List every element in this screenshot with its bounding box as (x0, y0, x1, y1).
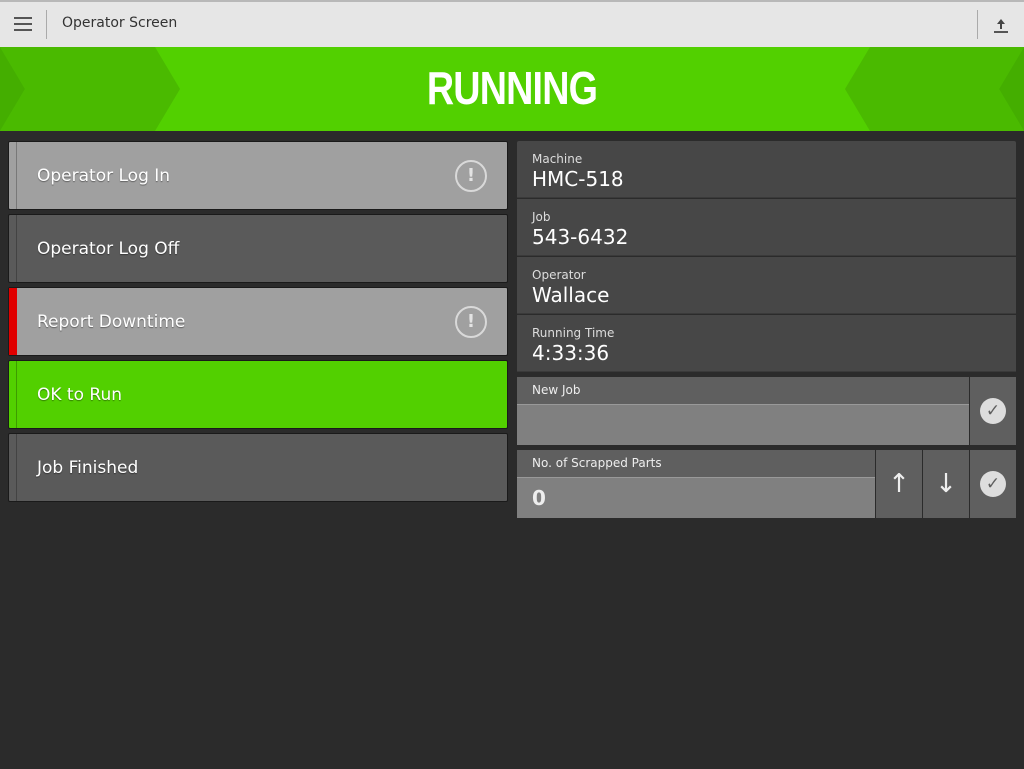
info-value: Wallace (532, 283, 610, 307)
button-label: Operator Log Off (37, 239, 180, 259)
info-value: HMC-518 (532, 167, 624, 191)
machine-status: RUNNING (426, 62, 598, 114)
operator-info: Operator Wallace (517, 257, 1016, 314)
running-time-info: Running Time 4:33:36 (517, 315, 1016, 372)
submit-scrapped-button[interactable]: ✓ (970, 450, 1016, 518)
divider (977, 10, 978, 39)
chevron-decoration (0, 47, 1024, 131)
stripe (16, 142, 17, 209)
warning-icon: ! (455, 306, 487, 338)
operator-log-off-button[interactable]: Operator Log Off (8, 214, 508, 283)
info-value: 4:33:36 (532, 341, 610, 365)
report-downtime-button[interactable]: Report Downtime ! (8, 287, 508, 356)
downtime-marker (9, 288, 17, 355)
scrapped-parts-field: No. of Scrapped Parts 0 (517, 450, 875, 518)
field-label: No. of Scrapped Parts (532, 456, 662, 470)
decrement-button[interactable]: ↓ (923, 450, 969, 518)
status-banner: RUNNING (0, 47, 1024, 131)
divider (46, 10, 47, 39)
info-label: Job (532, 210, 551, 224)
upload-icon[interactable] (992, 16, 1010, 34)
button-label: Operator Log In (37, 166, 171, 186)
arrow-down-icon: ↓ (935, 469, 957, 499)
hamburger-icon[interactable] (14, 17, 32, 31)
machine-info: Machine HMC-518 (517, 141, 1016, 198)
stripe (16, 361, 17, 428)
submit-new-job-button[interactable]: ✓ (970, 377, 1016, 445)
stripe (16, 434, 17, 501)
button-label: Report Downtime (37, 312, 186, 332)
operator-log-in-button[interactable]: Operator Log In ! (8, 141, 508, 210)
job-finished-button[interactable]: Job Finished (8, 433, 508, 502)
warning-icon: ! (455, 160, 487, 192)
stripe (16, 215, 17, 282)
field-label: New Job (532, 383, 581, 397)
scrapped-parts-input[interactable]: 0 (517, 477, 875, 518)
info-label: Running Time (532, 326, 615, 340)
arrow-up-icon: ↑ (888, 469, 910, 499)
check-icon: ✓ (980, 471, 1006, 497)
new-job-input[interactable] (517, 404, 969, 445)
page-title: Operator Screen (62, 15, 178, 31)
new-job-field: New Job (517, 377, 969, 445)
check-icon: ✓ (980, 398, 1006, 424)
increment-button[interactable]: ↑ (876, 450, 922, 518)
job-info: Job 543-6432 (517, 199, 1016, 256)
ok-to-run-button[interactable]: OK to Run (8, 360, 508, 429)
button-label: OK to Run (37, 385, 122, 405)
top-bar: Operator Screen (0, 0, 1024, 47)
info-label: Machine (532, 152, 583, 166)
info-label: Operator (532, 268, 586, 282)
info-value: 543-6432 (532, 225, 629, 249)
button-label: Job Finished (37, 458, 139, 478)
